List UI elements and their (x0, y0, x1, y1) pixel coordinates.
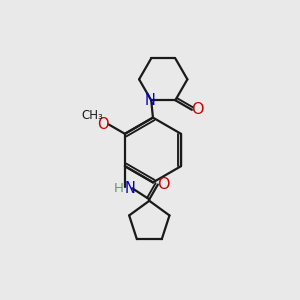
Text: O: O (97, 117, 109, 132)
Text: O: O (191, 102, 204, 117)
Text: N: N (125, 181, 136, 196)
Text: N: N (144, 93, 155, 108)
Text: O: O (158, 177, 170, 192)
Text: H: H (113, 182, 123, 195)
Text: CH₃: CH₃ (81, 109, 103, 122)
